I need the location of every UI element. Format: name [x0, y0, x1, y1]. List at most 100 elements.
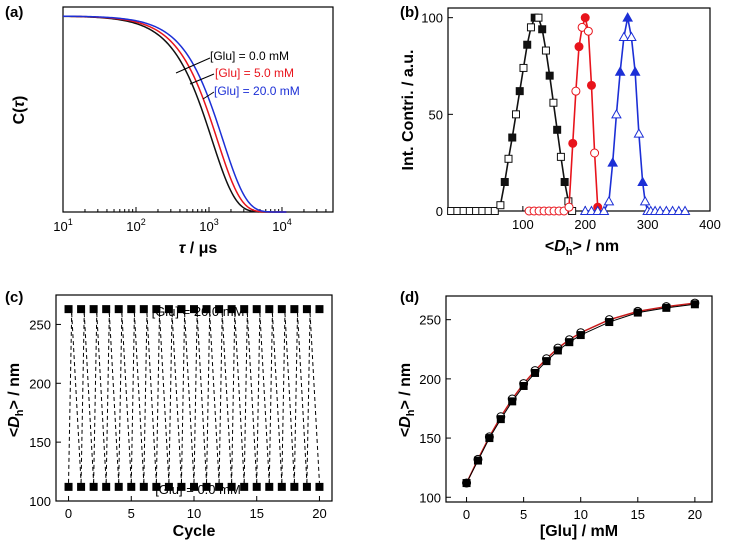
panel-c-y-axis-title: <Dh> / nm	[6, 363, 26, 437]
panel-b-x-tick-label-3: 400	[699, 217, 721, 232]
panel-b-point-2-2	[592, 205, 604, 215]
panel-b-point-0-12	[511, 110, 520, 119]
panel-b-point-2-13	[637, 176, 648, 186]
panel-b-point-0-25	[560, 178, 569, 186]
panel-b-point-1-14	[583, 26, 593, 36]
panel-c-low-point-7	[152, 482, 161, 491]
panel-a-x-tick-label-3: 104	[272, 217, 291, 234]
panel-c-low-point-10	[190, 482, 198, 491]
panel-d-y-tick-label-1: 150	[419, 431, 441, 446]
panel-c-connector-down-3	[108, 313, 120, 483]
panel-d-measured-point-8	[553, 346, 562, 355]
panel-c-connector-up-7	[155, 313, 160, 483]
panel-b: (b) 100 200 300 400 0 50 100 Int. Contri. / a.…	[400, 4, 721, 258]
panel-c-low-point-20	[315, 482, 324, 491]
panel-b-frame	[447, 7, 711, 212]
panel-b-point-0-21	[545, 71, 554, 80]
panel-c-connector-down-17	[284, 313, 295, 483]
panel-c-connector-down-11	[209, 313, 220, 483]
panel-c-connector-down-0	[71, 313, 82, 483]
panel-b-point-2-21	[673, 205, 685, 215]
panel-c-connector-down-8	[171, 313, 182, 483]
panel-d-y-tick-label-2: 200	[419, 372, 441, 387]
panel-c-x-tick-label-3: 15	[249, 506, 263, 521]
panel-c-high-point-18	[290, 305, 299, 314]
panel-b-point-0-20	[541, 46, 550, 55]
panel-c-connector-down-12	[221, 313, 233, 483]
panel-c-high-point-9	[177, 305, 186, 314]
panel-c-connector-up-2	[93, 313, 98, 483]
panel-b-point-2-8	[618, 31, 630, 41]
panel-c-connector-down-6	[146, 313, 157, 483]
panel-c-connector-up-12	[218, 313, 223, 483]
panel-c-connector-up-19	[306, 313, 311, 483]
panel-b-series	[447, 12, 691, 216]
panel-c-connector-up-13	[231, 313, 236, 483]
panel-c: (c) 0 5 10 15 20 100 150 200 250 [Glu] = 20.0 mM…	[5, 289, 333, 540]
panel-d-measured-point-13	[662, 303, 671, 312]
panel-b-point-2-19	[660, 205, 672, 215]
panel-b-point-2-3	[598, 205, 610, 215]
panel-d-measured-point-9	[565, 338, 574, 347]
panel-b-y-tick-label-2: 100	[421, 11, 443, 26]
panel-c-y-tick-label-2: 200	[29, 376, 51, 391]
panel-c-low-point-9	[177, 482, 186, 491]
panel-b-point-2-14	[639, 195, 651, 206]
panel-b-point-1-16	[590, 148, 600, 158]
panel-c-connector-up-14	[243, 313, 248, 483]
panel-c-high-point-6	[139, 305, 148, 314]
panel-d-measured-point-10	[576, 331, 585, 340]
panel-c-x-tick-label-4: 20	[312, 506, 326, 521]
panel-b-point-2-10	[626, 31, 637, 41]
panel-a-pointer-blue	[202, 91, 215, 100]
panel-c-connector-up-15	[256, 313, 261, 483]
panel-c-low-point-8	[164, 482, 173, 491]
panel-d-measured-point-4	[508, 397, 517, 406]
panel-a-x-tick-label-0: 101	[53, 217, 72, 234]
panel-c-connector-up-17	[281, 313, 286, 483]
panel-a-legend-red: [Glu] = 5.0 mM	[215, 66, 294, 80]
panel-b-point-0-23	[553, 125, 562, 134]
panel-c-connector-down-18	[297, 313, 308, 483]
panel-a-frame	[62, 6, 334, 213]
panel-b-point-1-11	[574, 42, 584, 52]
panel-c-connector-up-3	[105, 313, 110, 483]
panel-a-x-tick-label-2: 103	[199, 217, 218, 234]
panel-d-measured-point-11	[605, 318, 614, 327]
panel-c-x-tick-label-0: 0	[65, 506, 72, 521]
panel-c-connector-down-19	[309, 313, 320, 483]
panel-d-frame	[445, 295, 713, 503]
panel-a-curves	[62, 15, 287, 213]
panel-a-x-axis-title: τ / μs	[179, 240, 218, 257]
panel-b-point-0-16	[526, 23, 535, 32]
panel-a-y-axis-title: C(τ)	[11, 96, 28, 125]
panel-c-connector-up-18	[293, 313, 298, 483]
panel-c-low-point-17	[277, 482, 286, 491]
panel-a-legend-blue: [Glu] = 20.0 mM	[214, 84, 300, 98]
panel-c-low-point-5	[127, 482, 136, 491]
panel-c-low-point-15	[252, 482, 261, 491]
panel-b-point-0-11	[508, 133, 517, 142]
panel-c-x-tick-label-2: 10	[187, 506, 201, 521]
panel-c-low-point-4	[114, 482, 123, 491]
panel-c-connector-down-16	[271, 313, 283, 483]
panel-c-low-label: [Glu] = 0.0 mM	[155, 482, 241, 497]
panel-a-pointer-black	[175, 57, 211, 74]
panel-c-low-point-11	[202, 482, 211, 491]
panel-b-point-2-20	[667, 205, 678, 215]
panel-c-high-point-20	[315, 305, 324, 314]
panel-b-point-2-7	[614, 66, 626, 76]
panel-d-x-tick-label-3: 15	[631, 507, 645, 522]
panel-b-point-0-15	[523, 40, 532, 49]
panel-c-series	[64, 305, 324, 491]
panel-b-point-1-13	[580, 13, 590, 23]
panel-b-point-2-4	[603, 195, 615, 206]
panel-c-high-point-4	[114, 305, 123, 314]
panel-d-measured-point-0	[462, 479, 471, 488]
panel-c-connector-up-4	[118, 313, 123, 483]
panel-c-high-point-2	[89, 305, 98, 314]
panel-c-high-point-11	[202, 305, 211, 314]
panel-b-point-0-7	[490, 207, 499, 215]
panel-d-series	[462, 298, 700, 488]
panel-c-high-point-17	[277, 305, 286, 314]
